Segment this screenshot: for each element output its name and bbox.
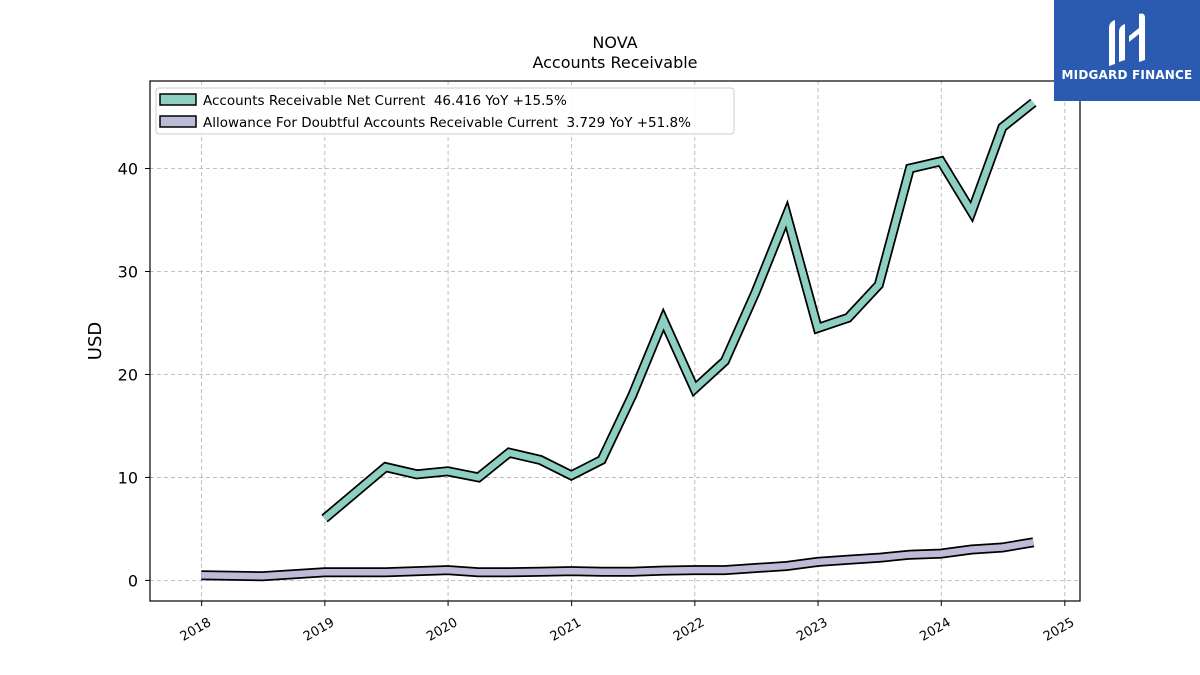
x-tick-label: 2023 bbox=[794, 615, 830, 645]
y-tick-label: 0 bbox=[128, 571, 138, 590]
x-tick-label: 2024 bbox=[917, 615, 953, 645]
x-tick-label: 2025 bbox=[1041, 615, 1077, 645]
legend-swatch-ar-net bbox=[159, 93, 197, 106]
x-tick-label: 2018 bbox=[178, 615, 214, 645]
brand-name: MIDGARD FINANCE bbox=[1061, 68, 1193, 82]
plot-area bbox=[149, 80, 1081, 602]
series-line-1 bbox=[201, 539, 1034, 580]
y-tick-label: 10 bbox=[118, 468, 138, 487]
y-axis-label: USD bbox=[85, 322, 106, 360]
x-tick-label: 2021 bbox=[548, 615, 584, 645]
x-tick-label: 2019 bbox=[301, 615, 337, 645]
series-layer bbox=[201, 98, 1037, 582]
grid bbox=[150, 81, 1080, 601]
legend-label-allowance: Allowance For Doubtful Accounts Receivab… bbox=[203, 115, 691, 131]
y-tick-label: 30 bbox=[118, 262, 138, 281]
x-tick-label: 2020 bbox=[424, 615, 460, 645]
brand-logo: MIDGARD FINANCE bbox=[1054, 0, 1200, 101]
series-line-0 bbox=[322, 100, 1036, 522]
legend-box bbox=[155, 87, 735, 135]
legend-label-ar-net: Accounts Receivable Net Current 46.416 Y… bbox=[203, 93, 567, 109]
chart-subtitle: Accounts Receivable bbox=[532, 53, 697, 72]
legend: Accounts Receivable Net Current 46.416 Y… bbox=[155, 87, 735, 135]
x-tick-label: 2022 bbox=[671, 615, 707, 645]
y-tick-label: 20 bbox=[118, 365, 138, 384]
y-tick-label: 40 bbox=[118, 160, 138, 179]
midgard-logo-icon bbox=[1109, 13, 1145, 66]
chart-title: NOVA bbox=[592, 33, 637, 52]
legend-swatch-allowance bbox=[159, 115, 197, 128]
